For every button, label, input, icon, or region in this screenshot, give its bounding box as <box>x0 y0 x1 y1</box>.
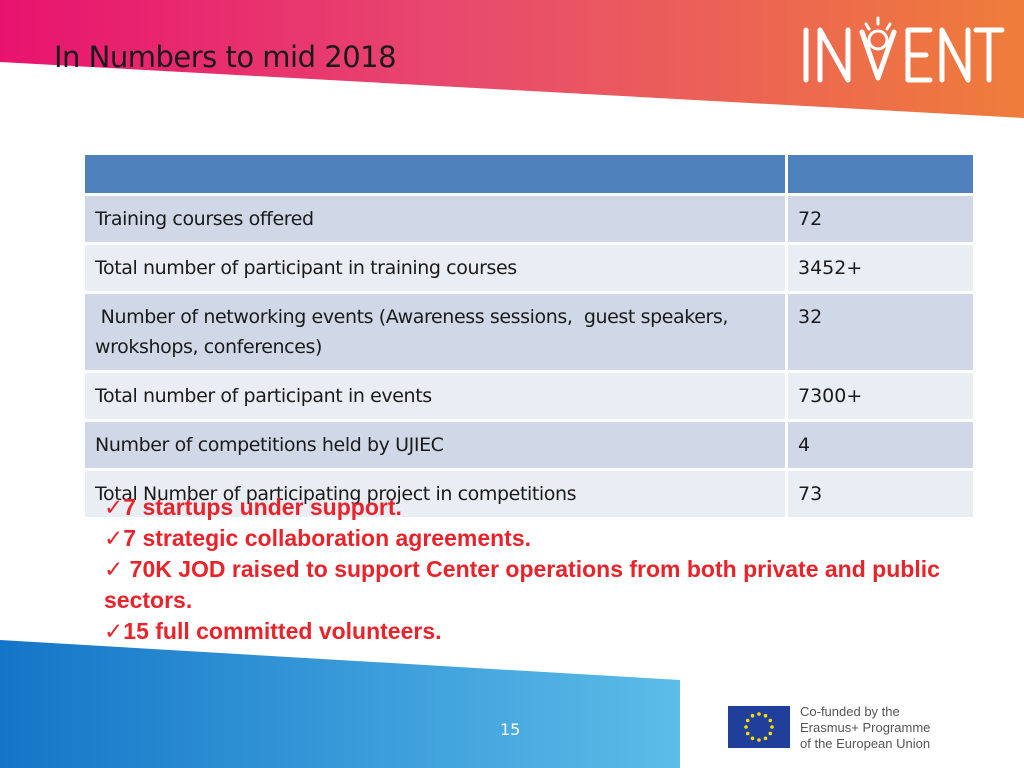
row-value: 3452+ <box>788 245 973 294</box>
eu-text-line: Co-funded by the <box>800 704 900 719</box>
table-row: Number of networking events (Awareness s… <box>85 294 973 373</box>
table-header-row <box>85 155 973 196</box>
highlight-text: 70K JOD raised to support Center operati… <box>104 556 947 613</box>
slide-title: In Numbers to mid 2018 <box>54 40 397 74</box>
highlight-text: 7 strategic collaboration agreements. <box>123 525 532 551</box>
checkmark-icon: ✓ <box>104 525 124 551</box>
stats-table: Training courses offered 72 Total number… <box>85 155 973 520</box>
list-item: ✓15 full committed volunteers. <box>104 616 974 647</box>
table-row: Number of competitions held by UJIEC 4 <box>85 422 973 471</box>
highlight-text: 7 startups under support. <box>123 494 402 520</box>
list-item: ✓ 70K JOD raised to support Center opera… <box>104 554 974 616</box>
row-label: Total Number of participating project in… <box>85 471 788 520</box>
row-value: 32 <box>788 294 973 373</box>
checkmark-icon: ✓ <box>104 556 124 582</box>
list-item: ✓7 startups under support. <box>104 492 974 523</box>
invent-logo <box>803 16 1005 83</box>
table-header-cell-value <box>788 155 973 196</box>
bottom-gradient-band <box>0 640 680 768</box>
page-number: 15 <box>500 720 521 739</box>
table-row: Total Number of participating project in… <box>85 471 973 520</box>
eu-text-line: Erasmus+ Programme <box>800 720 931 735</box>
row-value: 7300+ <box>788 373 973 422</box>
list-item: ✓7 strategic collaboration agreements. <box>104 523 974 554</box>
row-value: 4 <box>788 422 973 471</box>
row-label: Total number of participant in events <box>85 373 788 422</box>
highlight-text: 15 full committed volunteers. <box>123 618 442 644</box>
table-row: Total number of participant in events 73… <box>85 373 973 422</box>
checkmark-icon: ✓ <box>104 618 124 644</box>
table-header-cell-label <box>85 155 788 196</box>
row-value: 73 <box>788 471 973 520</box>
table-row: Training courses offered 72 <box>85 196 973 245</box>
row-label: Total number of participant in training … <box>85 245 788 294</box>
top-gradient-band <box>0 0 1024 118</box>
row-value: 72 <box>788 196 973 245</box>
highlights-list: ✓7 startups under support. ✓7 strategic … <box>104 492 974 647</box>
eu-text-line: of the European Union <box>800 736 931 751</box>
row-label: Number of competitions held by UJIEC <box>85 422 788 471</box>
row-label: Number of networking events (Awareness s… <box>85 294 788 373</box>
eu-cofunding-text: Co-funded by the Erasmus+ Programme of t… <box>800 704 980 752</box>
table-row: Total number of participant in training … <box>85 245 973 294</box>
eu-flag-icon <box>728 706 790 748</box>
row-label: Training courses offered <box>85 196 788 245</box>
checkmark-icon: ✓ <box>104 494 124 520</box>
